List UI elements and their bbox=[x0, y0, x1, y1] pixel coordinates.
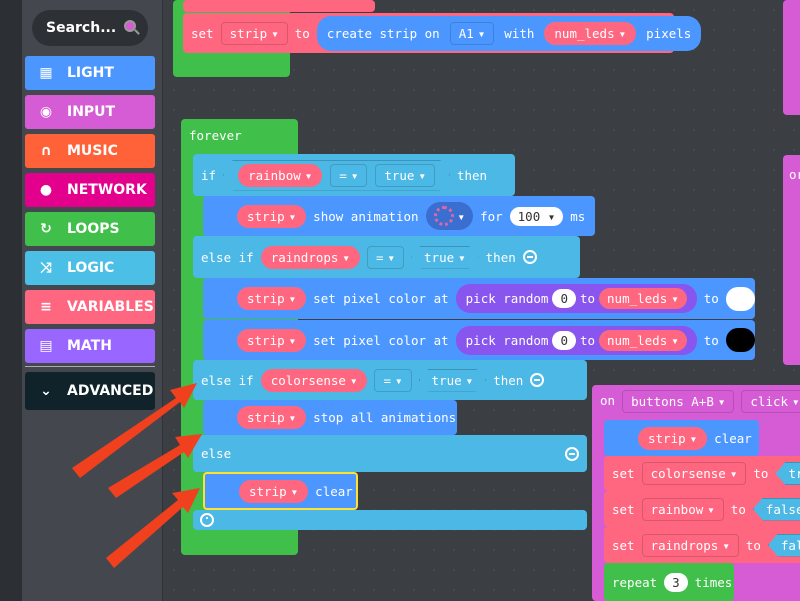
category-label: INPUT bbox=[67, 104, 116, 120]
chevron-down-icon: ⌄ bbox=[40, 383, 52, 399]
if-footer[interactable] bbox=[193, 510, 587, 530]
stop-animations-block[interactable]: strip ▾ stop all animations bbox=[203, 400, 457, 435]
click-dropdown[interactable]: click ▾ bbox=[741, 390, 800, 413]
category-label: LOOPS bbox=[67, 221, 120, 237]
create-strip-block[interactable]: create strip on A1 ▾ with num_leds ▾ pixel… bbox=[316, 15, 702, 51]
category-logic[interactable]: ⤨ LOGIC bbox=[25, 251, 155, 285]
kw: set bbox=[191, 25, 214, 41]
var-dropdown[interactable]: raindrops ▾ bbox=[641, 533, 739, 557]
pick-random-block[interactable]: pick random 0 to num_leds ▾ bbox=[455, 284, 697, 313]
var-dropdown[interactable]: rainbow ▾ bbox=[641, 497, 724, 521]
category-light[interactable]: ▦ LIGHT bbox=[25, 56, 155, 90]
add-icon[interactable] bbox=[200, 513, 214, 527]
strip-dropdown[interactable]: strip ▾ bbox=[220, 21, 288, 45]
arrow-3 bbox=[106, 488, 200, 568]
op-dropdown[interactable]: = ▾ bbox=[366, 245, 405, 269]
category-loops[interactable]: ↻ LOOPS bbox=[25, 212, 155, 246]
window-edge bbox=[0, 0, 22, 601]
advanced-label: ADVANCED bbox=[67, 383, 154, 399]
raindrops-dropdown[interactable]: raindrops ▾ bbox=[260, 245, 360, 269]
remove-icon[interactable] bbox=[565, 446, 579, 461]
op-dropdown[interactable]: = ▾ bbox=[374, 368, 412, 392]
show-animation-block[interactable]: strip ▾ show animation ▾ for 100 ▾ ms bbox=[203, 196, 595, 236]
colorsense-dropdown[interactable]: colorsense ▾ bbox=[260, 368, 368, 392]
strip-dropdown[interactable]: strip ▾ bbox=[237, 287, 307, 310]
repeat-count[interactable]: 3 bbox=[664, 572, 688, 592]
remove-icon[interactable] bbox=[530, 373, 545, 387]
divider bbox=[25, 366, 155, 367]
rainbow-dropdown[interactable]: rainbow ▾ bbox=[238, 164, 322, 187]
animation-picker[interactable]: ▾ bbox=[425, 202, 474, 230]
list-icon: ≡ bbox=[40, 299, 52, 315]
search-input[interactable]: Search... bbox=[32, 10, 148, 46]
category-input[interactable]: ◉ INPUT bbox=[25, 95, 155, 129]
num-leds-dropdown[interactable]: num_leds ▾ bbox=[544, 21, 637, 45]
strip-clear-block[interactable]: strip ▾ clear bbox=[203, 472, 358, 510]
category-label: MATH bbox=[67, 338, 112, 354]
buttons-dropdown[interactable]: buttons A+B ▾ bbox=[622, 390, 735, 413]
chat-icon: ● bbox=[39, 182, 53, 198]
strip-dropdown[interactable]: strip ▾ bbox=[237, 406, 307, 429]
shuffle-icon: ⤨ bbox=[40, 260, 52, 276]
bool[interactable]: true bbox=[775, 462, 800, 485]
strip-dropdown[interactable]: strip ▾ bbox=[239, 479, 309, 503]
category-label: LOGIC bbox=[67, 260, 115, 276]
category-network[interactable]: ● NETWORK bbox=[25, 173, 155, 207]
var-dropdown[interactable]: colorsense ▾ bbox=[641, 462, 747, 485]
strip-dropdown[interactable]: strip ▾ bbox=[638, 426, 708, 450]
color-swatch-white[interactable] bbox=[725, 286, 755, 311]
set-pixel-color-block[interactable]: strip ▾ set pixel color at pick random 0 t… bbox=[203, 278, 755, 319]
else-if-colorsense-row[interactable]: else if colorsense ▾ = ▾ true ▾ then bbox=[193, 360, 587, 400]
bool[interactable]: false bbox=[768, 534, 800, 557]
bool[interactable]: false bbox=[753, 498, 800, 521]
advanced-button[interactable]: ⌄ ADVANCED bbox=[25, 372, 155, 410]
partial-block[interactable]: or bbox=[783, 155, 800, 365]
target-icon: ◉ bbox=[39, 104, 53, 120]
category-variables[interactable]: ≡ VARIABLES bbox=[25, 290, 155, 324]
set-rainbow-block[interactable]: set rainbow ▾ to false bbox=[604, 491, 800, 527]
category-label: LIGHT bbox=[67, 65, 114, 81]
refresh-icon: ↻ bbox=[40, 221, 52, 237]
compare-block[interactable]: rainbow ▾ = ▾ true ▾ bbox=[223, 160, 450, 191]
else-row[interactable]: else bbox=[193, 435, 587, 472]
headphones-icon: ∩ bbox=[40, 143, 52, 159]
else-if-raindrops-row[interactable]: else if raindrops ▾ = ▾ true ▾ then bbox=[193, 236, 580, 278]
true-dropdown[interactable]: true ▾ bbox=[411, 246, 479, 269]
category-math[interactable]: ▤ MATH bbox=[25, 329, 155, 363]
category-label: VARIABLES bbox=[67, 299, 154, 315]
strip-dropdown[interactable]: strip ▾ bbox=[237, 204, 307, 228]
search-icon bbox=[124, 20, 136, 32]
toolbox: Search... ▦ LIGHT ◉ INPUT ∩ MUSIC ● NETWORK ↻ LOO… bbox=[22, 0, 163, 601]
repeat-block[interactable]: repeat 3 times bbox=[604, 563, 734, 601]
calculator-icon: ▤ bbox=[39, 338, 53, 354]
category-label: MUSIC bbox=[67, 143, 118, 159]
search-placeholder: Search... bbox=[46, 20, 117, 36]
grid-icon: ▦ bbox=[39, 65, 53, 81]
color-swatch-black[interactable] bbox=[725, 328, 755, 352]
rainbow-animation-icon bbox=[433, 206, 454, 226]
category-label: NETWORK bbox=[67, 182, 147, 198]
true-dropdown[interactable]: true ▾ bbox=[375, 164, 435, 187]
partial-block[interactable] bbox=[183, 0, 375, 12]
if-row[interactable]: if rainbow ▾ = ▾ true ▾ then bbox=[193, 154, 515, 196]
arrow-1 bbox=[72, 383, 197, 478]
strip-clear-block[interactable]: strip ▾ clear bbox=[604, 420, 759, 456]
partial-block[interactable] bbox=[783, 0, 800, 115]
set-pixel-color-block[interactable]: strip ▾ set pixel color at pick random 0 t… bbox=[203, 320, 755, 360]
category-music[interactable]: ∩ MUSIC bbox=[25, 134, 155, 168]
arrow-2 bbox=[108, 434, 202, 498]
kw: to bbox=[294, 25, 310, 41]
remove-icon[interactable] bbox=[522, 250, 537, 264]
pin-dropdown[interactable]: A1 ▾ bbox=[449, 21, 495, 45]
set-strip-block[interactable]: set strip ▾ to create strip on A1 ▾ with n… bbox=[183, 13, 702, 53]
ms-dropdown[interactable]: 100 ▾ bbox=[509, 206, 564, 226]
true-dropdown[interactable]: true ▾ bbox=[419, 369, 487, 392]
pick-random-block[interactable]: pick random 0 to num_leds ▾ bbox=[455, 325, 697, 355]
strip-dropdown[interactable]: strip ▾ bbox=[237, 328, 307, 352]
op-dropdown[interactable]: = ▾ bbox=[330, 164, 367, 187]
